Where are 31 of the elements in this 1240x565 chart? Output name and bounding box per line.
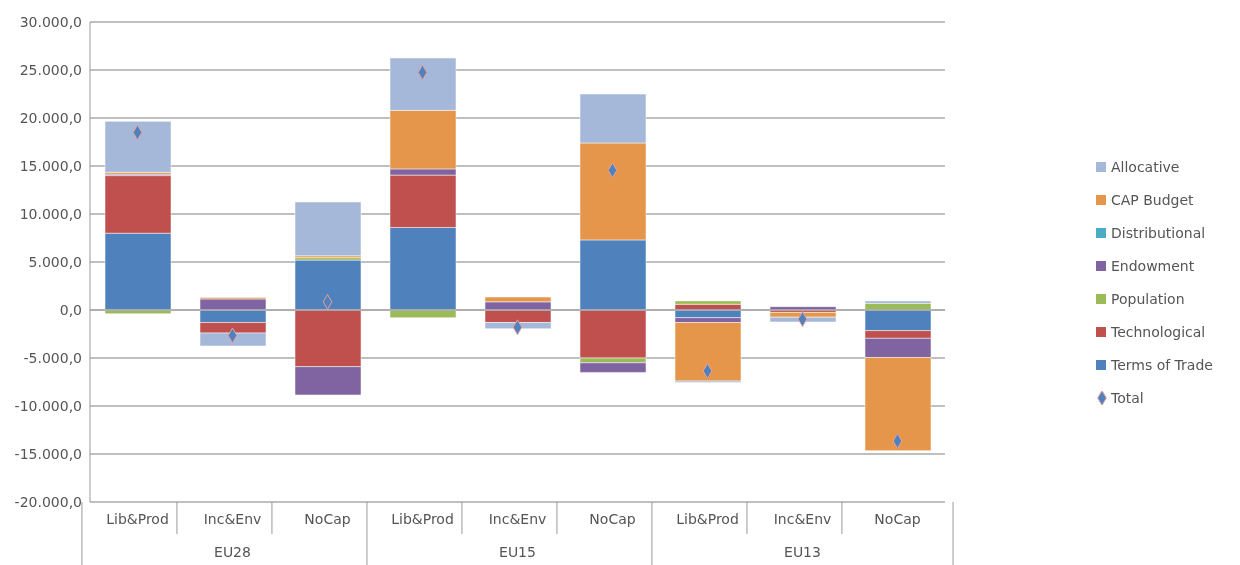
y-tick-label: -5.000,0 [23, 349, 82, 366]
x-tick-label: NoCap [874, 511, 921, 527]
x-tick-label: NoCap [589, 511, 636, 527]
y-tick-label: 0,0 [59, 301, 82, 318]
text: EU13 [784, 544, 821, 560]
x-tick-label: Inc&Env [488, 511, 547, 527]
text: EU28 [214, 544, 251, 560]
legend-label: Endowment [1111, 258, 1195, 274]
legend-label: Distributional [1111, 225, 1206, 241]
x-tick-label: Lib&Prod [106, 511, 169, 527]
y-tick-label: -10.000,0 [14, 397, 82, 414]
y-tick-label: -20.000,0 [14, 493, 82, 510]
legend-label: Population [1111, 291, 1185, 307]
x-tick-label: Inc&Env [203, 511, 262, 527]
y-tick-label: 20.000,0 [19, 109, 82, 126]
legend-label: CAP Budget [1111, 192, 1194, 208]
y-tick-label: 25.000,0 [19, 61, 82, 78]
x-tick-label: NoCap [304, 511, 351, 527]
text: EU15 [499, 544, 536, 560]
y-tick-label: 10.000,0 [19, 205, 82, 222]
x-tick-label: Inc&Env [773, 511, 832, 527]
y-tick-label: 15.000,0 [19, 157, 82, 174]
y-tick-label: 30.000,0 [19, 13, 82, 30]
legend-label: Terms of Trade [1111, 357, 1213, 373]
x-tick-label: Lib&Prod [676, 511, 739, 527]
y-tick-label: -15.000,0 [14, 445, 82, 462]
y-tick-label: 5.000,0 [28, 253, 82, 270]
legend-label: Allocative [1111, 159, 1180, 175]
legend-label: Technological [1111, 324, 1206, 340]
legend-label: Total [1111, 390, 1144, 406]
x-tick-label: Lib&Prod [391, 511, 454, 527]
